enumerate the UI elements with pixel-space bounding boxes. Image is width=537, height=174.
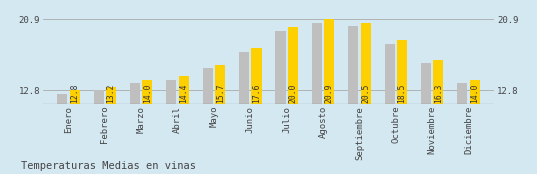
Text: 16.3: 16.3: [434, 84, 443, 103]
Text: 13.2: 13.2: [106, 84, 115, 103]
Bar: [384, 44, 395, 174]
Bar: [397, 40, 407, 174]
Text: 18.5: 18.5: [397, 84, 407, 103]
Text: 17.6: 17.6: [252, 84, 261, 103]
Text: 12.8: 12.8: [70, 84, 79, 103]
Bar: [324, 19, 335, 174]
Bar: [421, 63, 431, 174]
Bar: [433, 60, 444, 174]
Text: 14.0: 14.0: [143, 84, 152, 103]
Text: 14.4: 14.4: [179, 84, 188, 103]
Text: Temperaturas Medias en vinas: Temperaturas Medias en vinas: [21, 161, 197, 171]
Text: 20.9: 20.9: [325, 84, 334, 103]
Bar: [251, 48, 262, 174]
Bar: [360, 23, 371, 174]
Text: 20.5: 20.5: [361, 84, 370, 103]
Bar: [142, 80, 153, 174]
Bar: [312, 23, 322, 174]
Text: 14.0: 14.0: [470, 84, 479, 103]
Bar: [288, 27, 298, 174]
Bar: [57, 94, 67, 174]
Bar: [275, 31, 286, 174]
Bar: [202, 68, 213, 174]
Bar: [93, 90, 104, 174]
Text: 20.0: 20.0: [288, 84, 297, 103]
Bar: [166, 80, 177, 174]
Bar: [106, 87, 116, 174]
Bar: [239, 52, 249, 174]
Bar: [179, 76, 189, 174]
Bar: [215, 65, 225, 174]
Text: 15.7: 15.7: [216, 84, 224, 103]
Bar: [458, 83, 468, 174]
Bar: [470, 80, 480, 174]
Bar: [348, 26, 358, 174]
Bar: [130, 83, 140, 174]
Bar: [69, 90, 79, 174]
